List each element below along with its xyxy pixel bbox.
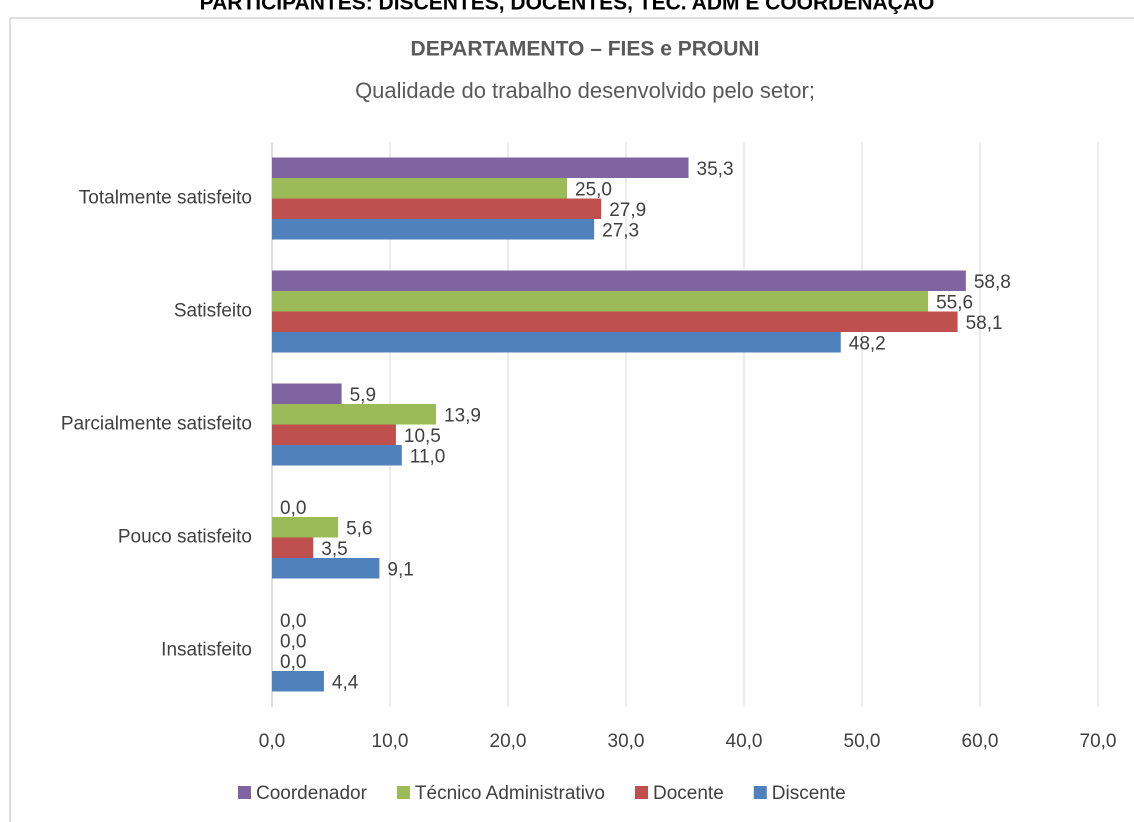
y-tick-label: Insatisfeito (161, 640, 252, 661)
data-label: 3,5 (321, 539, 347, 560)
chart-title: DEPARTAMENTO – FIES e PROUNI (411, 38, 760, 61)
data-label: 10,5 (404, 426, 441, 447)
legend-swatch (238, 786, 251, 799)
bar (272, 311, 958, 332)
data-label: 35,3 (697, 159, 734, 180)
bar (272, 332, 841, 353)
data-label: 9,1 (387, 559, 413, 580)
legend-label: Coordenador (256, 783, 368, 804)
legend-label: Técnico Administrativo (415, 783, 605, 804)
bar (272, 219, 595, 240)
y-tick-label: Satisfeito (174, 301, 252, 322)
data-label: 58,8 (974, 272, 1011, 293)
x-tick-label: 70,0 (1080, 731, 1117, 752)
x-tick-label: 50,0 (844, 731, 881, 752)
y-tick-label: Pouco satisfeito (118, 527, 252, 548)
legend-swatch (396, 786, 410, 799)
x-tick-label: 40,0 (726, 731, 763, 752)
bar (272, 270, 966, 291)
data-label: 27,9 (609, 200, 646, 221)
bar (272, 517, 339, 538)
bar (272, 445, 402, 466)
data-label: 0,0 (280, 498, 306, 519)
page-heading: PARTICIPANTES: DISCENTES, DOCENTES, TÉC.… (200, 0, 935, 15)
legend-swatch (753, 786, 767, 799)
data-label: 0,0 (280, 652, 306, 673)
data-label: 25,0 (575, 179, 612, 200)
data-label: 0,0 (280, 611, 306, 632)
data-label: 5,6 (346, 518, 372, 539)
legend-label: Discente (772, 783, 846, 804)
data-label: 13,9 (444, 405, 481, 426)
data-label: 11,0 (410, 446, 446, 467)
bar (272, 178, 567, 199)
bar (272, 404, 437, 425)
bar (272, 558, 380, 579)
bar (272, 537, 314, 558)
data-label: 48,2 (849, 333, 886, 354)
x-tick-label: 20,0 (490, 731, 527, 752)
y-tick-label: Totalmente satisfeito (79, 188, 252, 209)
legend-label: Docente (653, 783, 724, 804)
bar (272, 291, 929, 312)
x-tick-label: 30,0 (608, 731, 645, 752)
x-tick-label: 0,0 (259, 731, 285, 752)
bar (272, 383, 342, 404)
bar (272, 424, 396, 445)
data-label: 0,0 (280, 631, 306, 652)
bar (272, 198, 602, 219)
data-label: 27,3 (602, 220, 639, 241)
chart-frame (9, 17, 1134, 822)
x-tick-label: 10,0 (372, 731, 409, 752)
bar (272, 671, 324, 692)
bar (272, 157, 689, 178)
x-tick-label: 60,0 (962, 731, 999, 752)
data-label: 58,1 (966, 313, 1003, 334)
chart-subtitle: Qualidade do trabalho desenvolvido pelo … (355, 78, 815, 103)
data-label: 4,4 (332, 672, 359, 693)
legend-swatch (635, 786, 648, 799)
data-label: 55,6 (936, 292, 973, 313)
y-tick-label: Parcialmente satisfeito (61, 414, 252, 435)
data-label: 5,9 (350, 385, 376, 406)
